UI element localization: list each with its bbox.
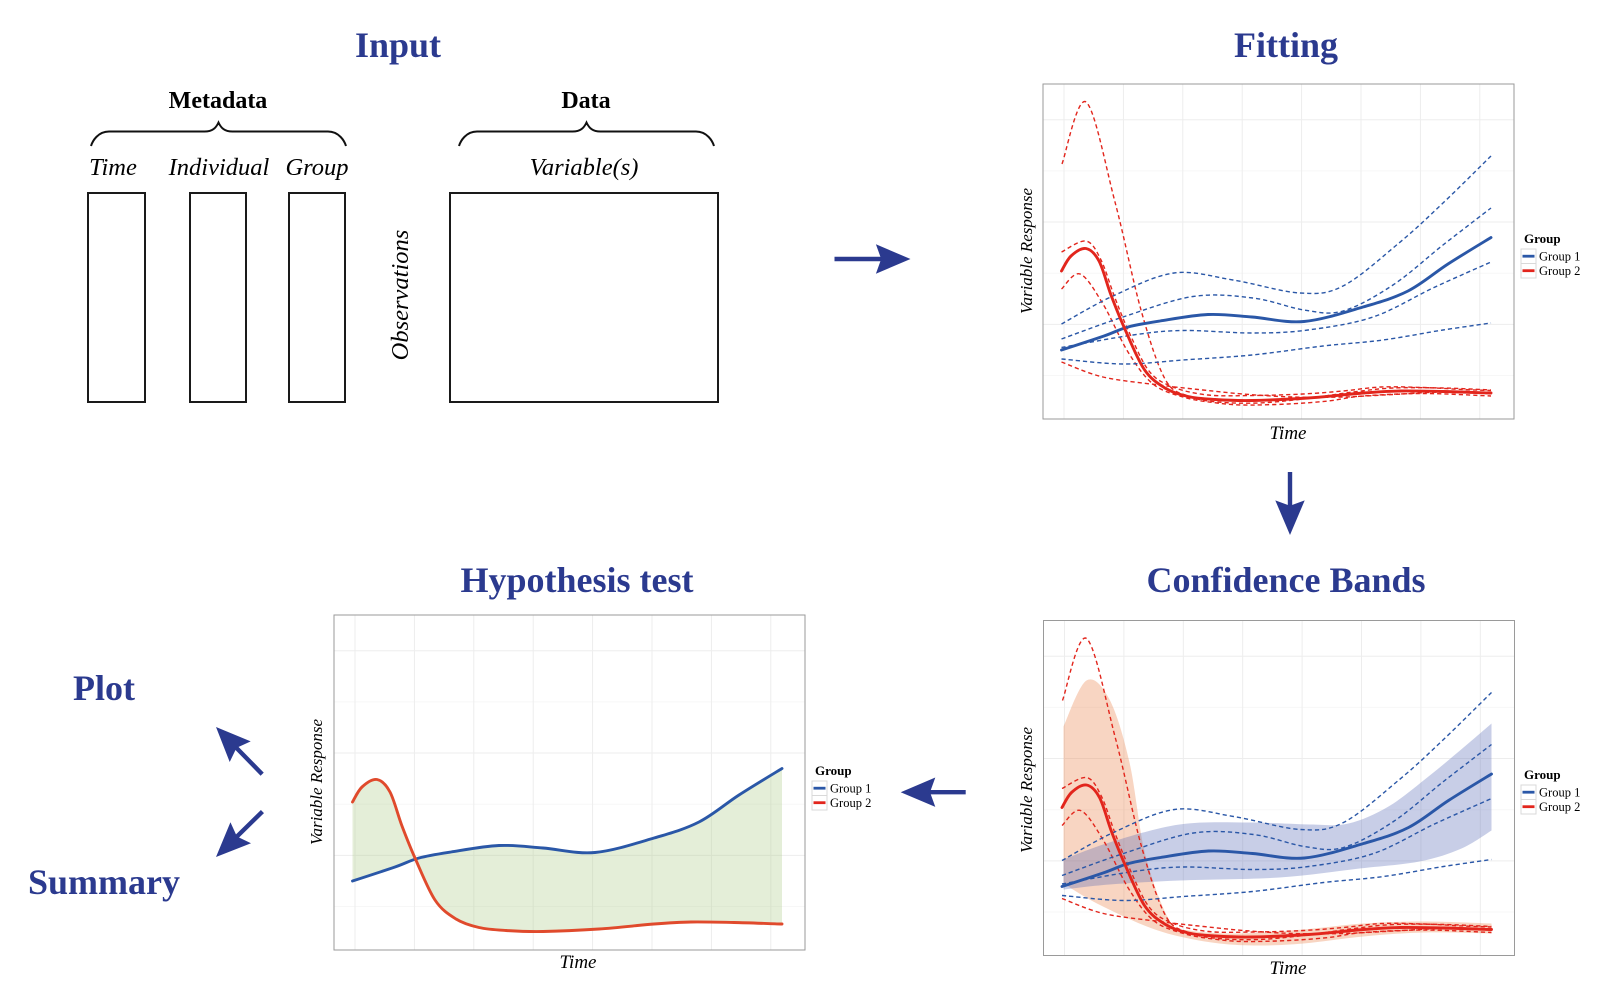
svg-text:Metadata: Metadata [169,88,268,114]
svg-text:Plot: Plot [73,668,135,708]
svg-text:Time: Time [1270,958,1307,979]
svg-text:Group: Group [815,763,852,778]
svg-text:Group 1: Group 1 [1539,250,1580,264]
svg-text:Observations: Observations [387,230,414,361]
svg-text:Group: Group [285,154,348,181]
svg-text:Group: Group [1524,231,1561,246]
svg-text:Group 1: Group 1 [830,782,871,796]
svg-text:Summary: Summary [28,862,180,902]
svg-text:Group 2: Group 2 [1539,264,1580,278]
svg-text:Fitting: Fitting [1234,25,1338,65]
svg-text:Variable Response: Variable Response [1017,188,1036,315]
svg-text:Group 1: Group 1 [1539,786,1580,800]
svg-text:Variable(s): Variable(s) [530,154,639,181]
svg-text:Data: Data [561,88,610,114]
svg-text:Time: Time [89,154,137,181]
svg-text:Variable Response: Variable Response [1017,727,1036,854]
svg-text:Time: Time [1270,423,1307,444]
svg-text:Hypothesis test: Hypothesis test [461,560,694,600]
svg-text:Group 2: Group 2 [1539,800,1580,814]
svg-text:Confidence Bands: Confidence Bands [1146,560,1425,600]
svg-text:Group 2: Group 2 [830,796,871,810]
svg-text:Time: Time [560,952,597,973]
svg-text:Group: Group [1524,767,1561,782]
svg-text:Individual: Individual [168,154,270,181]
svg-text:Variable Response: Variable Response [307,719,326,846]
svg-text:Input: Input [355,25,441,65]
